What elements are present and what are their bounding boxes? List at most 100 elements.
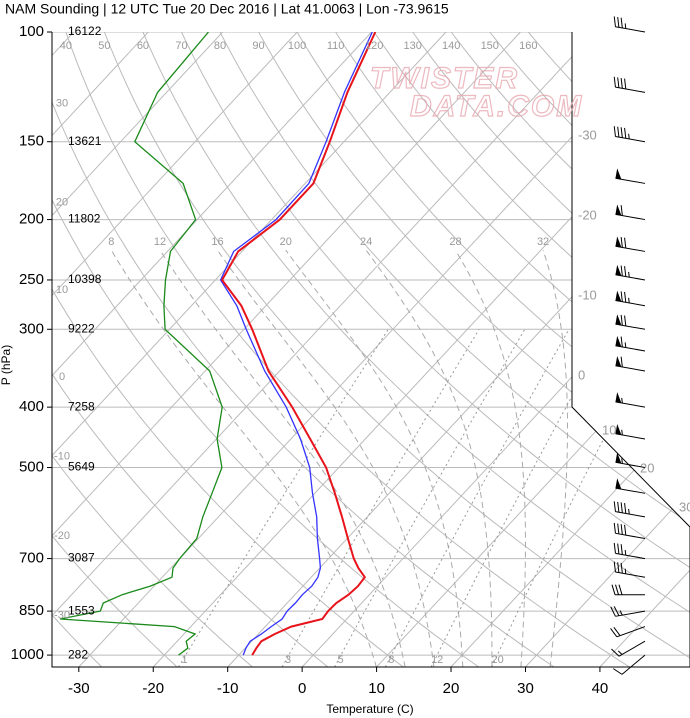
- dry-adiabat-label: 60: [137, 40, 149, 52]
- barb-stroke: [620, 524, 623, 535]
- dry-adiabat: [52, 32, 479, 667]
- wind-barb: [615, 478, 646, 494]
- barb-stroke: [624, 503, 627, 514]
- barb-stroke: [613, 606, 620, 616]
- isotherm: [450, 32, 690, 667]
- moist-adiabat-label: 8: [108, 236, 114, 248]
- moist-adiabat: [365, 249, 493, 667]
- wind-barb: [615, 168, 646, 184]
- barb-stroke: [617, 501, 620, 513]
- dry-adiabat: [219, 32, 690, 667]
- x-tick-label: 30: [517, 680, 534, 697]
- isotherm: [52, 32, 298, 667]
- barb-stroke: [617, 562, 620, 573]
- dry-adiabat-label: 30: [56, 97, 68, 109]
- barb-stroke: [617, 523, 620, 534]
- dry-adiabat: [52, 32, 103, 667]
- y-tick-label: 700: [19, 550, 44, 567]
- profiles: [60, 32, 377, 656]
- mixing-ratio-line: [384, 329, 570, 667]
- barb-stroke: [615, 532, 646, 540]
- mixing-ratio-label: 1: [181, 654, 187, 666]
- barb-stroke: [620, 205, 623, 216]
- isotherm-label: 0: [578, 367, 585, 382]
- dry-adiabat: [52, 32, 404, 667]
- barb-stroke: [620, 562, 623, 574]
- barb-stroke: [615, 584, 619, 595]
- barb-pennant: [615, 452, 622, 464]
- barb-stroke: [615, 136, 646, 143]
- barb-stroke: [617, 16, 620, 28]
- barb-stroke: [613, 668, 623, 675]
- height-label: 3087: [68, 551, 95, 565]
- barb-stroke: [615, 511, 646, 518]
- x-tick-label: -20: [142, 680, 164, 697]
- barb-pennant: [615, 423, 622, 435]
- barb-stroke: [624, 524, 627, 536]
- height-label: 10398: [68, 272, 102, 286]
- dry-adiabat: [181, 32, 690, 667]
- wind-barb: [615, 264, 646, 281]
- barb-stroke: [613, 626, 621, 636]
- barb-stroke: [613, 76, 616, 88]
- dry-adiabat: [373, 32, 690, 667]
- wind-barb: [611, 584, 645, 596]
- barb-stroke: [615, 571, 646, 578]
- mixing-ratio-label: 8: [388, 654, 394, 666]
- barb-stroke: [618, 584, 623, 595]
- dry-adiabat-label: -10: [54, 451, 70, 463]
- watermark: DATA.COM: [410, 90, 583, 123]
- isotherm: [525, 32, 690, 667]
- barb-stroke: [613, 501, 616, 512]
- height-label: 1553: [68, 603, 95, 617]
- barb-stroke: [619, 610, 623, 616]
- moist-adiabat: [542, 250, 568, 667]
- y-tick-label: 500: [19, 458, 44, 475]
- height-label: 7258: [68, 399, 95, 413]
- barb-stroke: [611, 584, 616, 595]
- x-tick-label: 0: [298, 680, 306, 697]
- dry-adiabat: [52, 32, 178, 667]
- moist-adiabat: [455, 249, 526, 667]
- isotherm: [52, 32, 596, 667]
- barb-stroke: [615, 26, 646, 33]
- barb-stroke: [624, 237, 627, 249]
- y-tick-label: 150: [19, 133, 44, 150]
- height-label: 16122: [68, 24, 102, 38]
- barb-stroke: [624, 78, 627, 90]
- isotherm: [52, 32, 224, 667]
- barb-stroke: [624, 568, 627, 574]
- barb-pennant: [615, 204, 622, 216]
- barb-stroke: [615, 401, 646, 408]
- wind-barb: [613, 542, 646, 560]
- moist-adiabat-label: 24: [360, 236, 372, 248]
- moist-adiabat: [285, 249, 464, 667]
- isotherm-label: 10: [602, 422, 616, 437]
- profile-line: [219, 32, 373, 656]
- height-label: 5649: [68, 460, 95, 474]
- y-tick-label: 400: [19, 398, 44, 415]
- barb-stroke: [620, 314, 623, 326]
- barb-stroke: [620, 291, 623, 302]
- barb-stroke: [613, 561, 616, 573]
- mixing-ratio-line: [491, 329, 662, 667]
- dry-adiabat: [450, 32, 690, 667]
- barb-stroke: [624, 315, 627, 326]
- barb-pennant: [615, 290, 622, 302]
- wind-barb: [615, 335, 646, 352]
- moist-adiabat-label: 12: [154, 236, 166, 248]
- barb-stroke: [611, 648, 620, 657]
- dry-adiabat-label: -30: [54, 609, 70, 621]
- dry-adiabat-label: 40: [60, 40, 72, 52]
- wind-barb: [615, 452, 646, 469]
- dry-adiabat-label: 120: [365, 40, 383, 52]
- moist-adiabat-label: 20: [280, 236, 292, 248]
- barb-stroke: [615, 610, 646, 617]
- isotherm-label: -30: [578, 127, 597, 142]
- dry-adiabat-label: 70: [175, 40, 187, 52]
- watermark: TWISTER: [370, 62, 519, 95]
- barb-stroke: [620, 265, 623, 277]
- barb-stroke: [615, 245, 646, 252]
